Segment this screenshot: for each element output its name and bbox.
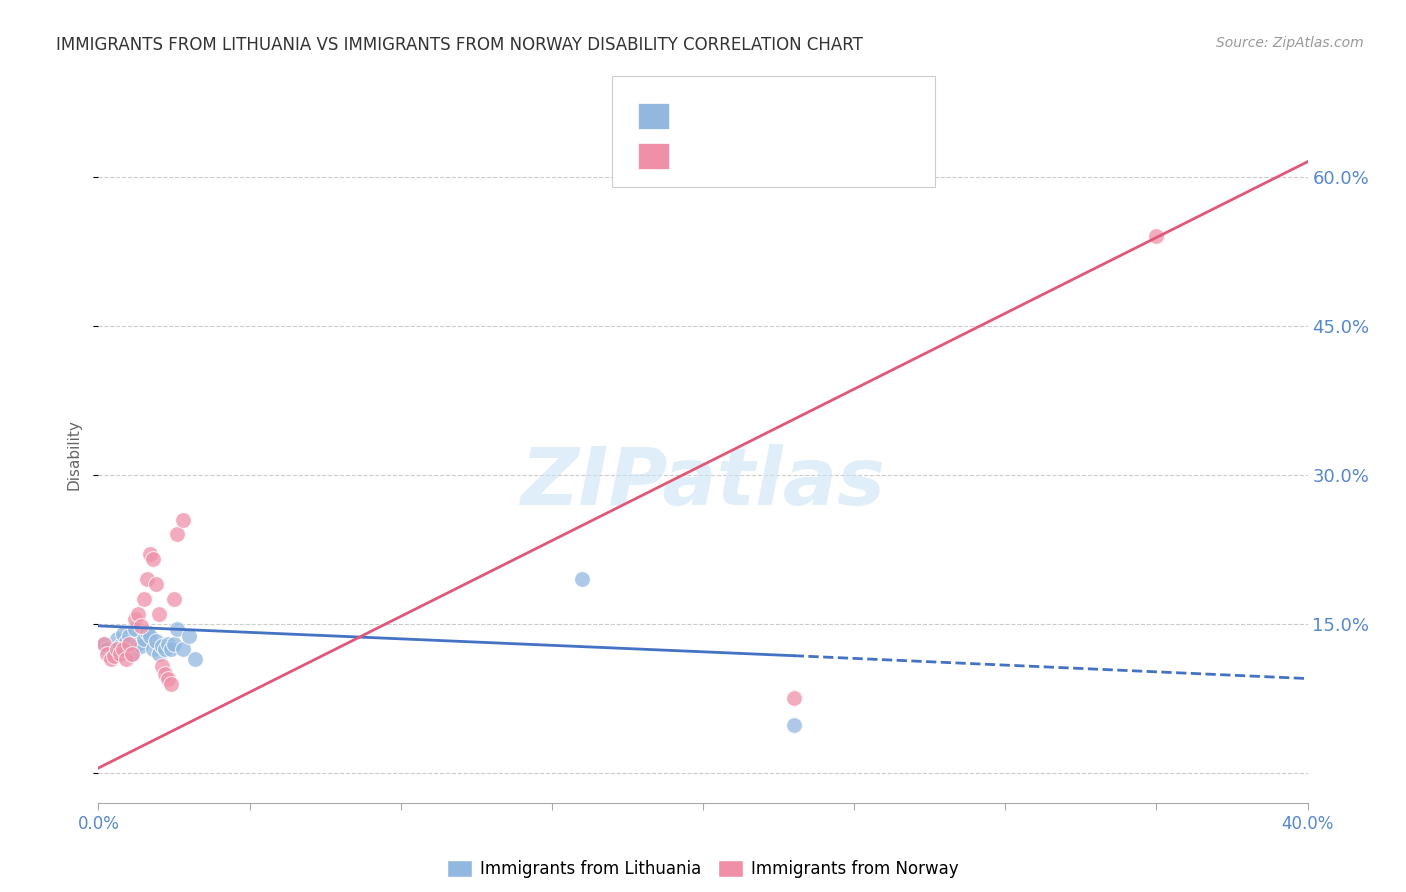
Point: [139, 629, 162, 643]
Point: [166, 622, 188, 636]
Text: N =: N =: [783, 147, 835, 165]
Point: [184, 651, 207, 665]
Point: [139, 547, 162, 561]
Point: [783, 691, 806, 706]
Point: [148, 647, 170, 661]
Point: [135, 572, 157, 586]
Text: 28: 28: [842, 147, 865, 165]
Point: [179, 629, 201, 643]
Point: [118, 629, 141, 643]
Point: [135, 624, 157, 639]
Point: [127, 637, 149, 651]
Point: [96, 647, 118, 661]
Y-axis label: Disability: Disability: [66, 419, 82, 491]
Point: [1144, 229, 1167, 244]
Text: -0.240: -0.240: [723, 107, 782, 125]
Text: N =: N =: [783, 107, 835, 125]
Point: [129, 639, 152, 653]
Text: Source: ZipAtlas.com: Source: ZipAtlas.com: [1216, 36, 1364, 50]
Point: [156, 637, 179, 651]
Point: [129, 619, 152, 633]
Point: [105, 632, 128, 646]
Point: [93, 637, 115, 651]
Point: [124, 612, 146, 626]
Point: [160, 641, 183, 656]
Text: R =: R =: [681, 147, 717, 165]
Point: [172, 641, 194, 656]
Point: [114, 634, 136, 648]
Point: [148, 607, 170, 621]
Point: [108, 647, 131, 661]
Point: [100, 648, 122, 663]
Point: [103, 645, 125, 659]
Point: [163, 592, 186, 607]
Point: [783, 718, 806, 732]
Point: [153, 666, 176, 681]
Point: [150, 658, 173, 673]
Point: [142, 641, 165, 656]
Point: [163, 637, 186, 651]
Point: [121, 647, 143, 661]
Point: [132, 592, 155, 607]
Point: [114, 651, 136, 665]
Point: [172, 512, 194, 526]
Point: [96, 641, 118, 656]
Point: [108, 639, 131, 653]
Point: [111, 641, 134, 656]
Text: 0.782: 0.782: [723, 147, 782, 165]
Point: [105, 641, 128, 656]
Point: [166, 527, 188, 541]
Text: ZIPatlas: ZIPatlas: [520, 443, 886, 522]
Point: [156, 672, 179, 686]
Point: [118, 637, 141, 651]
Point: [145, 577, 167, 591]
Legend: Immigrants from Lithuania, Immigrants from Norway: Immigrants from Lithuania, Immigrants fr…: [440, 854, 966, 885]
Point: [132, 632, 155, 646]
Point: [571, 572, 593, 586]
Text: R =: R =: [681, 107, 717, 125]
Point: [153, 641, 176, 656]
Point: [93, 637, 115, 651]
Point: [124, 622, 146, 636]
Point: [103, 648, 125, 663]
Point: [127, 607, 149, 621]
Point: [142, 552, 165, 566]
Point: [121, 647, 143, 661]
Point: [111, 627, 134, 641]
Point: [145, 633, 167, 648]
Text: 30: 30: [842, 107, 865, 125]
Point: [160, 676, 183, 690]
Point: [150, 639, 173, 653]
Point: [100, 651, 122, 665]
Text: IMMIGRANTS FROM LITHUANIA VS IMMIGRANTS FROM NORWAY DISABILITY CORRELATION CHART: IMMIGRANTS FROM LITHUANIA VS IMMIGRANTS …: [56, 36, 863, 54]
